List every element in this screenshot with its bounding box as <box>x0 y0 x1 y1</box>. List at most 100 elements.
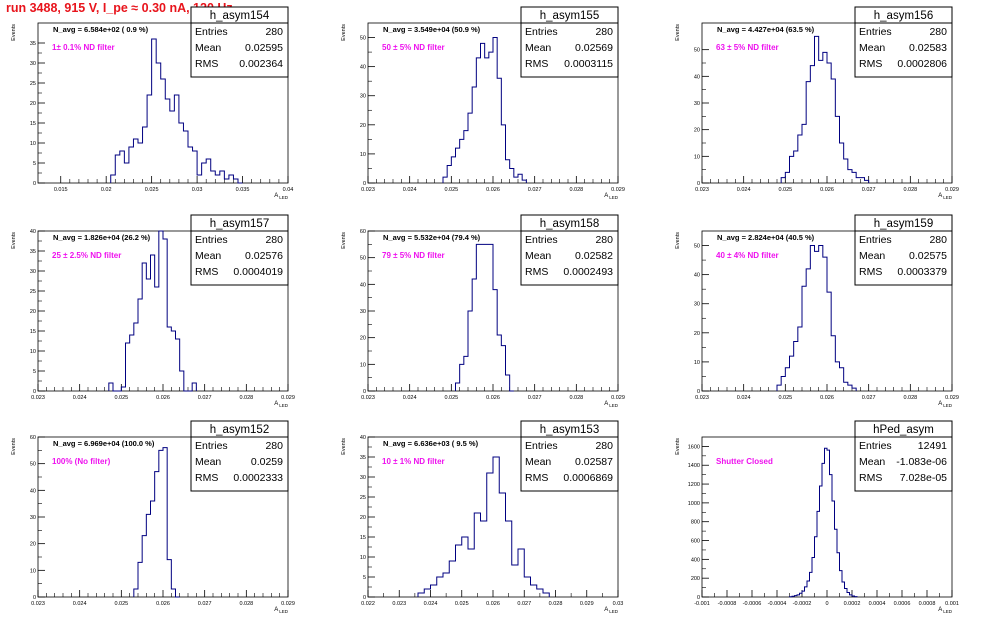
y-tick-label: 10 <box>30 141 36 147</box>
x-tick-label: 0.028 <box>903 395 917 401</box>
stats-label-entries: Entries <box>525 234 558 246</box>
histogram-bin <box>777 385 781 391</box>
histogram-bin <box>798 135 802 183</box>
y-tick-label: 400 <box>691 557 700 563</box>
histogram-bin <box>130 335 134 391</box>
stats-value-mean: 0.02582 <box>575 250 613 262</box>
histogram-bin <box>229 175 234 183</box>
histogram-bin <box>531 585 537 597</box>
histogram-bin <box>852 172 856 183</box>
x-tick-label: 0.027 <box>862 187 876 193</box>
histogram-name: h_asym153 <box>540 424 599 436</box>
y-tick-label: 5 <box>33 161 36 167</box>
x-tick-label: 0.024 <box>403 395 417 401</box>
y-tick-label: 50 <box>360 36 366 42</box>
histogram-bin <box>476 58 480 183</box>
histogram-bin <box>476 244 480 391</box>
histogram-bin <box>825 448 828 597</box>
x-tick-label: 0.023 <box>361 395 375 401</box>
histogram-bin <box>192 383 196 391</box>
x-tick-label: 0.04 <box>283 187 294 193</box>
y-tick-label: 0 <box>697 181 700 187</box>
histogram-outline <box>108 230 197 392</box>
histogram-bin <box>489 244 493 391</box>
histogram-bin <box>468 549 474 597</box>
histogram-bin <box>493 457 499 597</box>
histogram-bin <box>206 159 211 183</box>
histogram-bin <box>215 175 220 183</box>
stats-box: h_asym156 Entries 280 Mean 0.02583 RMS 0.00028… <box>854 6 953 78</box>
x-tick-label: 0.025 <box>114 395 128 401</box>
histogram-bin <box>152 39 157 183</box>
x-tick-label: -0.0002 <box>793 601 812 607</box>
x-tick-label: 0.027 <box>528 395 542 401</box>
histogram-bin <box>156 63 161 183</box>
y-tick-label: 40 <box>30 229 36 235</box>
y-tick-label: 40 <box>360 65 366 71</box>
histogram-bin <box>143 127 148 183</box>
histogram-bin <box>161 79 166 183</box>
y-tick-label: 15 <box>30 329 36 335</box>
stats-label-rms: RMS <box>859 266 882 278</box>
navg-annotation: N_avg = 1.826e+04 (26.2 %) <box>53 233 151 242</box>
filter-annotation: 1± 0.1% ND filter <box>52 43 115 52</box>
histogram-bin <box>823 52 827 183</box>
y-tick-label: 10 <box>360 362 366 368</box>
x-tick-label: 0.026 <box>486 187 500 193</box>
histogram-bin <box>806 269 810 391</box>
histogram-bin <box>151 501 155 597</box>
histogram-bin <box>497 78 501 183</box>
histogram-bin <box>167 560 171 597</box>
y-tick-label: 30 <box>360 309 366 315</box>
histogram-bin <box>456 383 460 391</box>
histogram-bin <box>180 371 184 391</box>
histogram-bin <box>499 493 505 597</box>
y-tick-label: 5 <box>363 575 366 581</box>
stats-label-mean: Mean <box>195 42 221 54</box>
x-tick-label: 0.024 <box>737 187 751 193</box>
y-axis-label: Events <box>341 24 347 41</box>
x-tick-label: -0.001 <box>694 601 710 607</box>
x-tick-label: 0.023 <box>361 187 375 193</box>
stats-box: h_asym153 Entries 280 Mean 0.02587 RMS 0.00068… <box>520 420 619 492</box>
stats-value-entries: 12491 <box>918 440 947 452</box>
y-tick-label: 20 <box>360 123 366 129</box>
y-tick-label: 40 <box>694 74 700 80</box>
y-axis-label: Events <box>675 232 681 249</box>
stats-value-mean: 0.02587 <box>575 456 613 468</box>
y-tick-label: 10 <box>30 568 36 574</box>
histogram-bin <box>823 257 827 391</box>
x-tick-label: 0.029 <box>945 395 959 401</box>
histogram-bin <box>134 323 138 391</box>
histogram-bin <box>819 60 823 183</box>
histogram-panel-h_asym159: 0 10 20 30 40 50 0.023 0.024 0.025 0.026 0.027 0.02… <box>675 214 959 408</box>
navg-annotation: N_avg = 6.584e+02 ( 0.9 %) <box>53 25 149 34</box>
y-tick-label: 25 <box>360 495 366 501</box>
navg-annotation: N_avg = 4.427e+04 (63.5 %) <box>717 25 815 34</box>
histogram-bin <box>109 383 113 391</box>
histogram-bin <box>781 178 785 183</box>
x-tick-label: 0.029 <box>281 601 295 607</box>
histogram-bin <box>790 356 794 391</box>
histogram-bin <box>464 356 468 391</box>
stats-label-entries: Entries <box>195 234 228 246</box>
y-tick-label: 20 <box>30 101 36 107</box>
y-tick-label: 25 <box>30 289 36 295</box>
histogram-bin <box>840 143 844 183</box>
stats-value-rms: 0.0004019 <box>233 266 283 278</box>
stats-label-rms: RMS <box>195 266 218 278</box>
histogram-bin <box>481 43 485 183</box>
x-tick-label: 0.03 <box>613 601 624 607</box>
y-tick-label: 30 <box>30 61 36 67</box>
stats-value-entries: 280 <box>265 234 283 246</box>
histogram-bin <box>485 58 489 183</box>
histogram-outline <box>133 447 180 598</box>
x-tick-label: 0.026 <box>156 601 170 607</box>
histogram-name: h_asym152 <box>210 424 269 436</box>
y-axis-label: Events <box>341 232 347 249</box>
y-tick-label: 50 <box>30 462 36 468</box>
x-tick-label: 0.029 <box>281 395 295 401</box>
stats-label-rms: RMS <box>859 58 882 70</box>
histogram-bin <box>126 343 130 391</box>
histogram-bin <box>449 561 455 597</box>
